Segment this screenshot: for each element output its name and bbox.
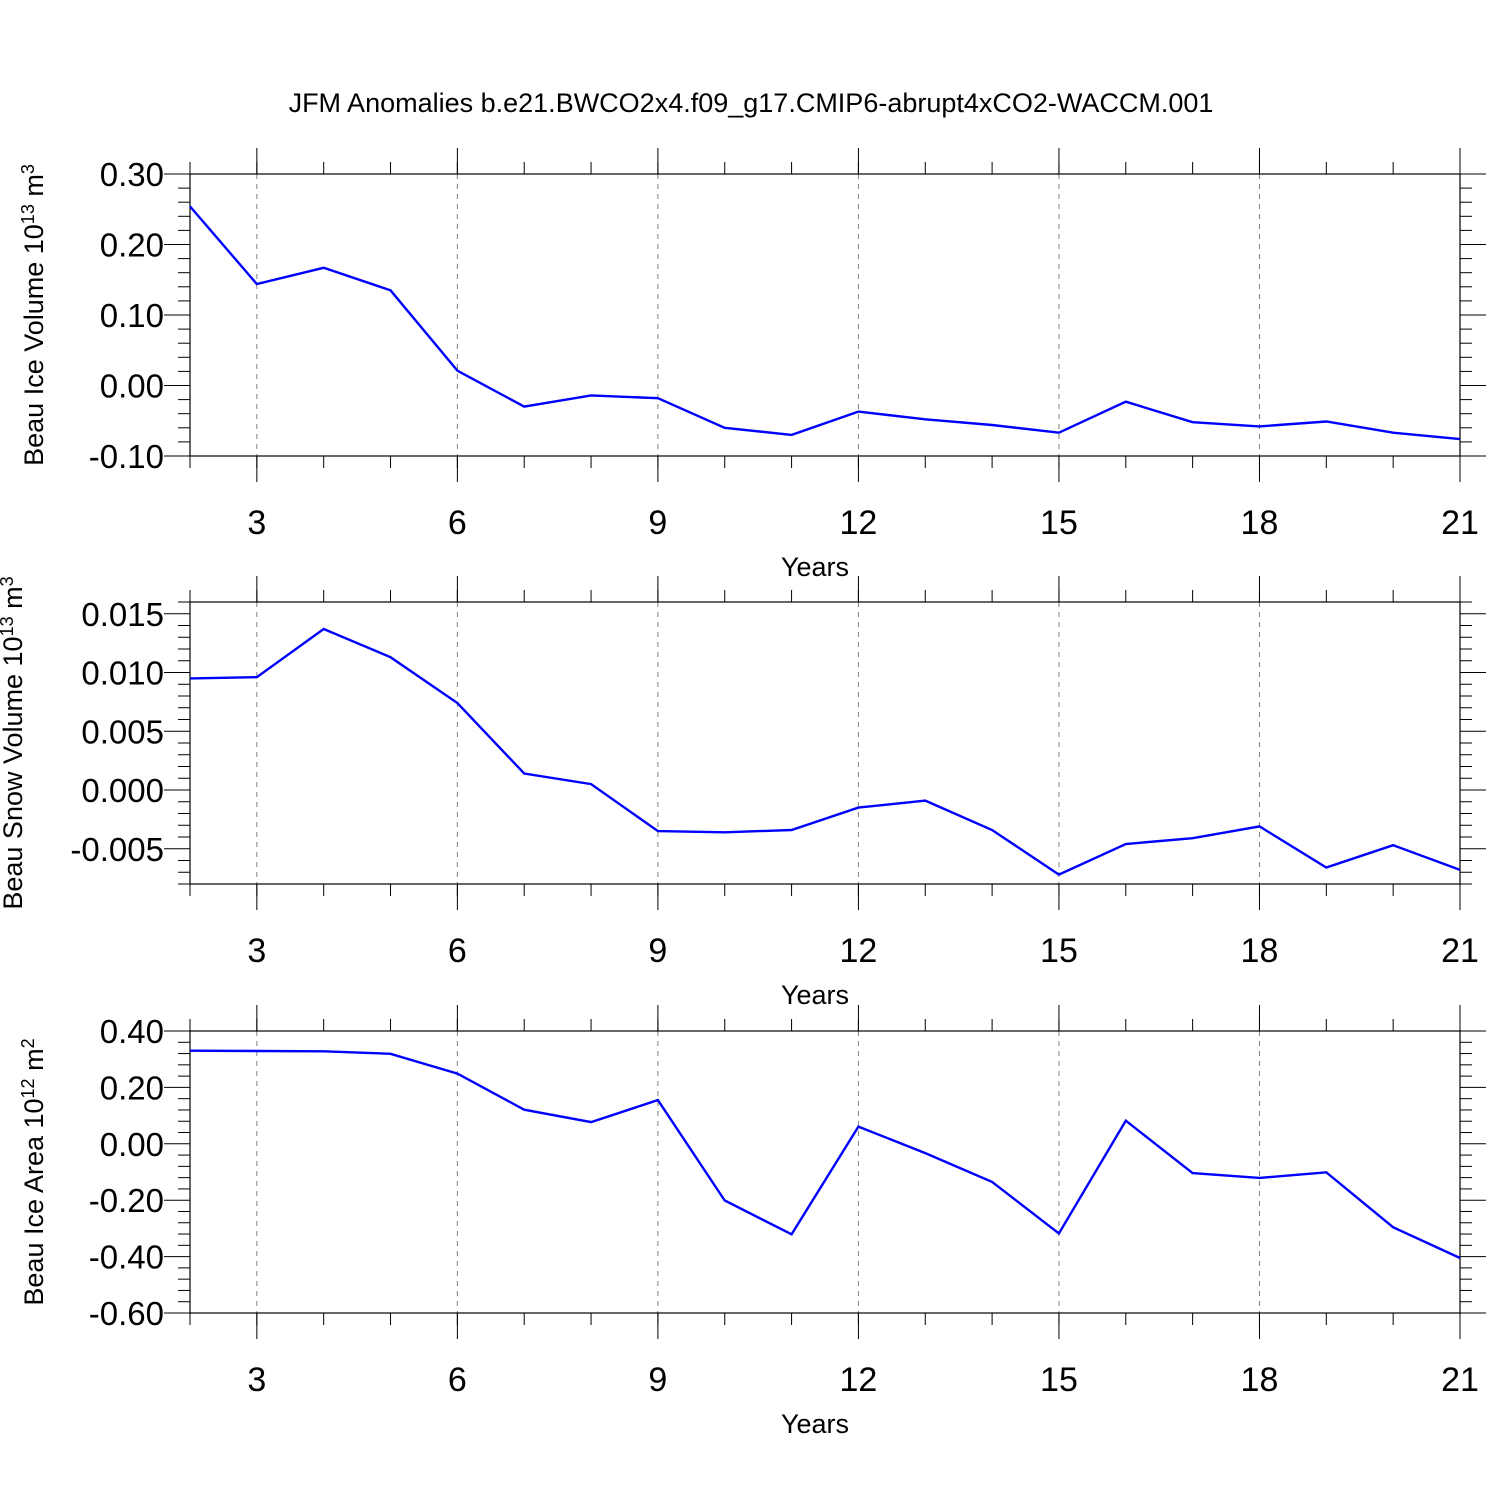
y-tick-label: 0.30 [100, 156, 164, 193]
x-tick-label: 6 [448, 932, 467, 970]
y-tick-label: -0.10 [89, 438, 164, 475]
chart-panel-1: 3 6 9 12 15 18 21 -0.10 0.00 0.10 0.20 0.30 Years Bea… [18, 148, 1486, 582]
x-tick-label: 12 [840, 1361, 878, 1399]
y-axis-label-superscript: 3 [0, 576, 17, 586]
y-axis-label-superscript: 12 [18, 1078, 38, 1098]
x-tick-label: 3 [247, 932, 266, 970]
y-axis-label-text: m [0, 586, 28, 616]
series-line-1 [189, 205, 1461, 441]
y-tick-label: 0.20 [100, 227, 164, 264]
x-tick-label: 9 [648, 932, 667, 970]
y-tick-label: -0.005 [70, 831, 164, 868]
chart-panel-2: 3 6 9 12 15 18 21 -0.005 0.000 0.005 0.010 0.015 Yea… [0, 576, 1486, 1010]
x-tick-label: 15 [1040, 1361, 1078, 1399]
x-tick-label: 3 [247, 1361, 266, 1399]
x-tick-label: 6 [448, 1361, 467, 1399]
figure-title: JFM Anomalies b.e21.BWCO2x4.f09_g17.CMIP… [289, 88, 1214, 118]
y-tick-label: -0.40 [89, 1239, 164, 1276]
y-axis-label: Beau Ice Volume 1013 m3 [18, 164, 49, 466]
panels: 3 6 9 12 15 18 21 -0.10 0.00 0.10 0.20 0.30 Years Bea… [0, 148, 1486, 1439]
x-tick-label: 18 [1241, 932, 1279, 970]
y-axis-label-superscript: 3 [18, 164, 38, 174]
y-tick-label: 0.40 [100, 1013, 164, 1050]
x-tick-label: 21 [1441, 1361, 1479, 1399]
x-axis-label: Years [781, 980, 849, 1010]
x-tick-label: 15 [1040, 504, 1078, 542]
series-line-1 [189, 1049, 1461, 1260]
x-tick-label: 6 [448, 504, 467, 542]
y-tick-label: 0.00 [100, 368, 164, 405]
plot-frame [189, 1030, 1461, 1314]
x-tick-label: 21 [1441, 932, 1479, 970]
x-axis-label: Years [781, 1409, 849, 1439]
x-tick-label: 9 [648, 1361, 667, 1399]
y-tick-label: 0.015 [81, 596, 164, 633]
x-tick-label: 21 [1441, 504, 1479, 542]
y-tick-label: -0.60 [89, 1295, 164, 1332]
x-tick-label: 15 [1040, 932, 1078, 970]
y-axis-label: Beau Snow Volume 1013 m3 [0, 576, 28, 909]
y-axis-label-superscript: 13 [18, 204, 38, 224]
x-tick-label: 18 [1241, 1361, 1279, 1399]
x-tick-label: 12 [840, 504, 878, 542]
y-axis-label-superscript: 13 [0, 616, 17, 636]
series-line-1 [189, 627, 1461, 876]
y-tick-label: 0.00 [100, 1126, 164, 1163]
y-tick-label: 0.000 [81, 772, 164, 809]
y-axis-label: Beau Ice Area 1012 m2 [18, 1038, 49, 1305]
x-tick-label: 3 [247, 504, 266, 542]
y-axis-label-text: m [19, 1048, 49, 1078]
y-axis-label-text: Beau Snow Volume 10 [0, 636, 28, 909]
plot-frame [189, 601, 1461, 885]
y-tick-label: 0.10 [100, 297, 164, 334]
y-axis-label-superscript: 2 [18, 1038, 38, 1048]
x-tick-label: 12 [840, 932, 878, 970]
x-tick-label: 18 [1241, 504, 1279, 542]
chart-panel-3: 3 6 9 12 15 18 21 -0.60 -0.40 -0.20 0.00 0.20 0.40 Ye… [18, 1005, 1486, 1439]
x-tick-label: 9 [648, 504, 667, 542]
y-axis-label-text: Beau Ice Area 10 [19, 1098, 49, 1305]
y-tick-label: 0.010 [81, 655, 164, 692]
y-tick-label: 0.20 [100, 1069, 164, 1106]
y-axis-label-text: m [19, 174, 49, 204]
plot-frame [189, 173, 1461, 457]
y-axis-label-text: Beau Ice Volume 10 [19, 224, 49, 466]
y-tick-label: -0.20 [89, 1182, 164, 1219]
x-axis-label: Years [781, 552, 849, 582]
y-tick-label: 0.005 [81, 713, 164, 750]
